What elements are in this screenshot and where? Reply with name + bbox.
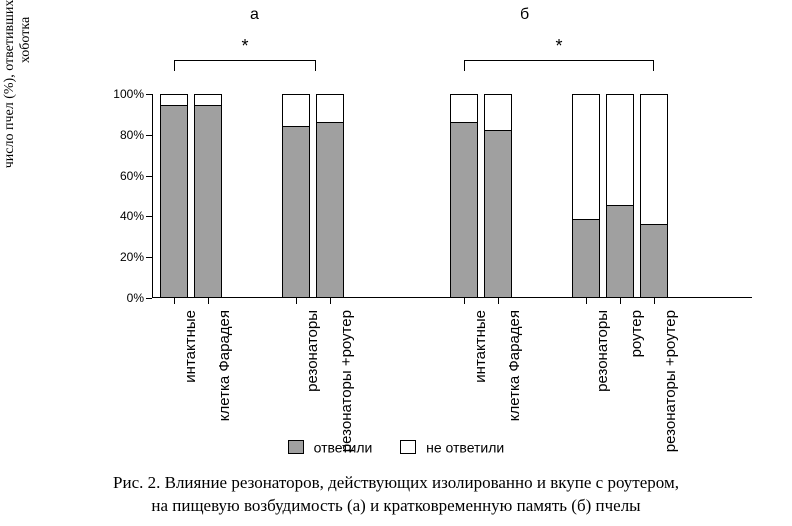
bar-segment-responded xyxy=(606,206,634,298)
legend-item-responded: ответили xyxy=(288,438,373,455)
bar-segment-responded xyxy=(316,123,344,298)
panel-label-a: а xyxy=(250,6,259,24)
bar-segment-not-responded xyxy=(282,94,310,127)
bar-segment-not-responded xyxy=(194,94,222,106)
bar xyxy=(640,94,668,298)
legend-swatch-responded xyxy=(288,440,304,454)
y-tick xyxy=(146,94,152,95)
y-tick xyxy=(146,298,152,299)
bar xyxy=(606,94,634,298)
bar-segment-responded xyxy=(640,225,668,298)
y-tick-label: 80% xyxy=(104,128,144,142)
significance-star: * xyxy=(555,36,562,57)
y-tick-label: 100% xyxy=(104,87,144,101)
bar xyxy=(282,94,310,298)
y-tick-label: 60% xyxy=(104,169,144,183)
y-tick-label: 40% xyxy=(104,209,144,223)
bar-segment-not-responded xyxy=(160,94,188,106)
x-tick xyxy=(654,298,655,304)
bar-segment-responded xyxy=(484,131,512,298)
caption-line-1: Рис. 2. Влияние резонаторов, действующих… xyxy=(113,473,679,492)
caption-line-2: на пищевую возбудимость (а) и кратковрем… xyxy=(151,496,640,515)
bracket-drop xyxy=(174,61,175,71)
y-axis-label: число пчел (%), ответивших вытягиванием … xyxy=(2,0,34,200)
y-tick-label: 0% xyxy=(104,291,144,305)
figure-caption: Рис. 2. Влияние резонаторов, действующих… xyxy=(0,472,792,518)
bar-segment-not-responded xyxy=(450,94,478,123)
legend-item-not-responded: не ответили xyxy=(400,438,504,455)
bar-segment-not-responded xyxy=(572,94,600,220)
bar-segment-not-responded xyxy=(316,94,344,123)
bar xyxy=(194,94,222,298)
y-tick xyxy=(146,257,152,258)
legend: ответили не ответили xyxy=(0,438,792,455)
bar xyxy=(316,94,344,298)
bracket-drop xyxy=(315,61,316,71)
significance-bracket xyxy=(464,60,654,61)
x-tick xyxy=(464,298,465,304)
x-tick xyxy=(330,298,331,304)
bar-segment-responded xyxy=(450,123,478,298)
legend-label-responded: ответили xyxy=(314,439,373,455)
bar-segment-responded xyxy=(194,106,222,298)
plot-area: 0%20%40%60%80%100%интактныеклетка Фараде… xyxy=(152,94,752,298)
figure: а б число пчел (%), ответивших вытягиван… xyxy=(0,0,792,526)
bar xyxy=(160,94,188,298)
panel-label-b: б xyxy=(520,6,529,24)
bar xyxy=(450,94,478,298)
bar-segment-responded xyxy=(572,220,600,298)
bar xyxy=(484,94,512,298)
bar xyxy=(572,94,600,298)
legend-label-not-responded: не ответили xyxy=(426,439,504,455)
significance-bracket xyxy=(174,60,316,61)
y-tick-label: 20% xyxy=(104,250,144,264)
bar-segment-not-responded xyxy=(606,94,634,206)
x-tick xyxy=(208,298,209,304)
y-tick xyxy=(146,216,152,217)
bar-segment-responded xyxy=(160,106,188,298)
x-tick xyxy=(498,298,499,304)
x-tick xyxy=(296,298,297,304)
x-tick xyxy=(586,298,587,304)
bar-segment-not-responded xyxy=(640,94,668,225)
bracket-drop xyxy=(464,61,465,71)
x-tick xyxy=(620,298,621,304)
bar-segment-responded xyxy=(282,127,310,298)
y-axis-line xyxy=(152,94,153,298)
y-tick xyxy=(146,176,152,177)
y-tick xyxy=(146,135,152,136)
bar-segment-not-responded xyxy=(484,94,512,131)
x-tick xyxy=(174,298,175,304)
significance-star: * xyxy=(241,36,248,57)
bracket-drop xyxy=(653,61,654,71)
legend-swatch-not-responded xyxy=(400,440,416,454)
